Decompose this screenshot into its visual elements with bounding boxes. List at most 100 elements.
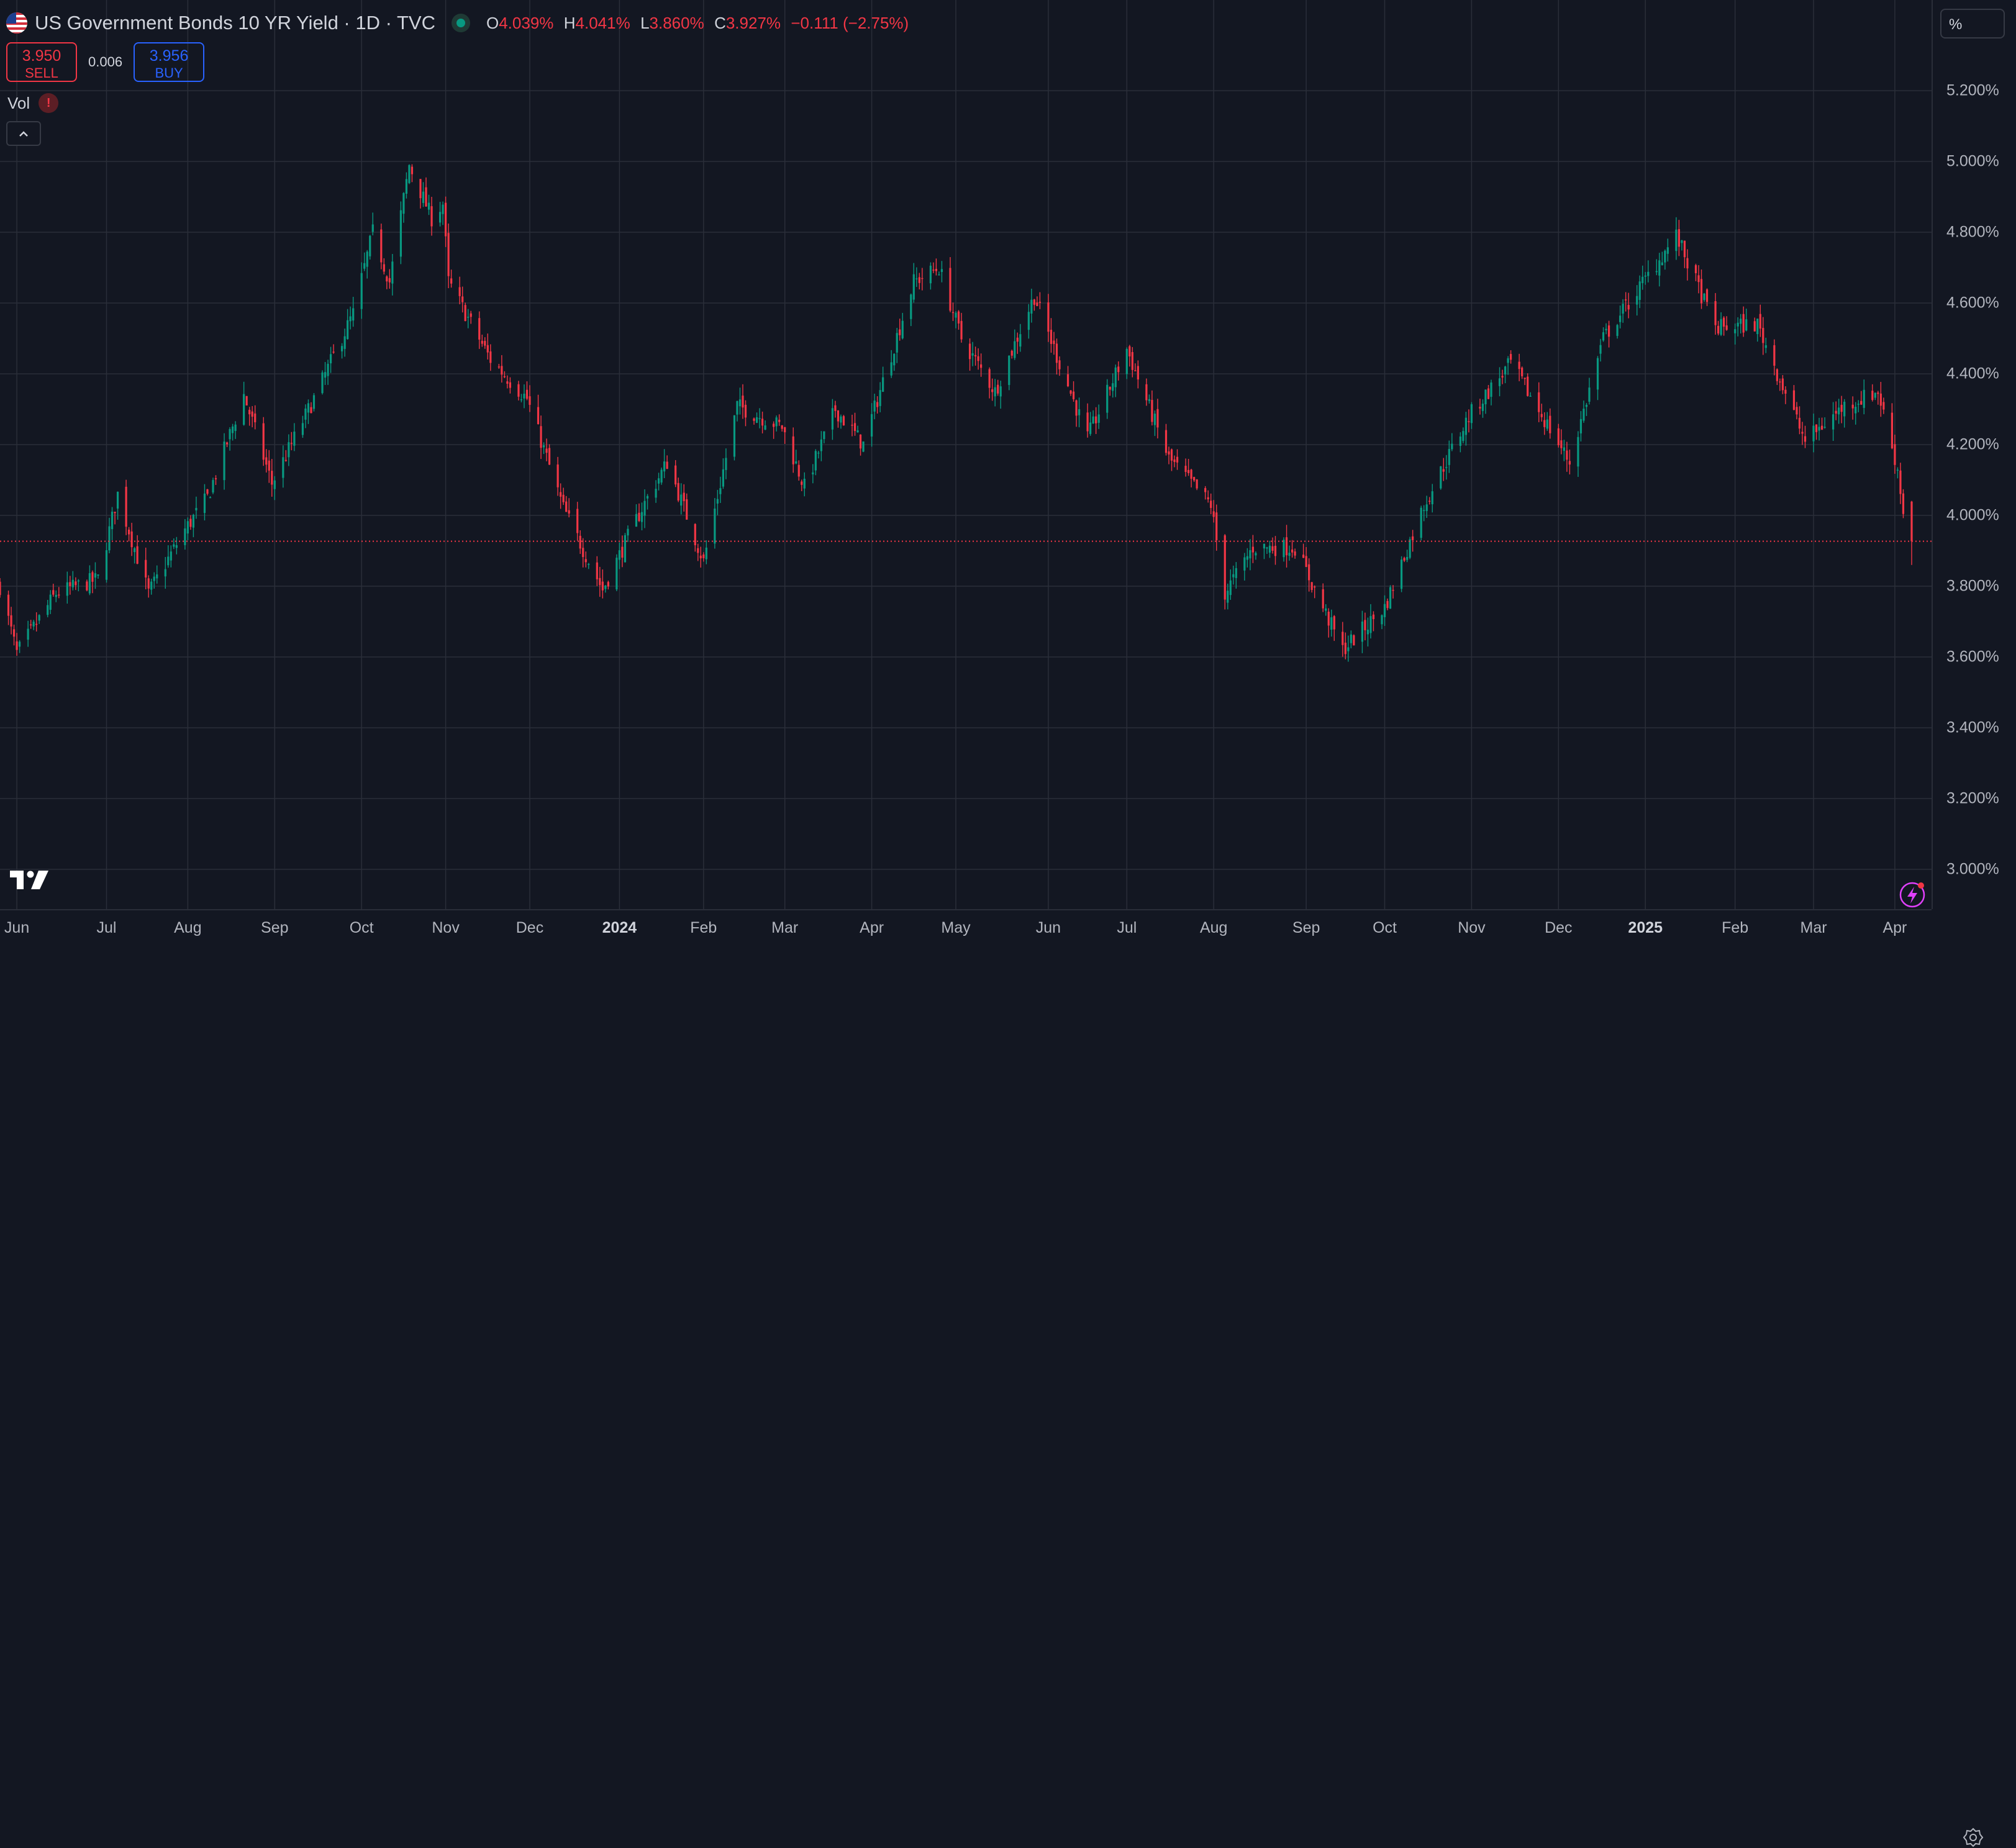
candle <box>968 338 971 371</box>
candle <box>1156 399 1159 438</box>
candle <box>1840 396 1843 424</box>
price-axis[interactable]: % 5.200% 5.000% 4.800% 4.600% 4.400% 4.200% 4.… <box>1932 0 2016 909</box>
symbol-title[interactable]: US Government Bonds 10 YR Yield · 1D · T… <box>35 12 435 34</box>
lightning-icon[interactable] <box>1898 881 1927 909</box>
candle <box>1190 468 1192 487</box>
candle <box>1347 635 1350 662</box>
candle <box>744 400 747 427</box>
candle <box>1540 404 1543 422</box>
candle <box>915 267 918 288</box>
unit-selector[interactable]: % <box>1940 9 2005 38</box>
buy-button[interactable]: 3.956 BUY <box>134 42 205 82</box>
candle <box>1882 397 1885 414</box>
candle <box>820 431 822 461</box>
candle <box>506 375 509 389</box>
candle <box>18 640 21 653</box>
candle <box>957 310 960 330</box>
candle <box>980 353 983 377</box>
time-tick-label: Oct <box>1373 919 1397 936</box>
chart-area[interactable]: US Government Bonds 10 YR Yield · 1D · T… <box>0 0 1932 909</box>
candle <box>307 399 310 424</box>
candle <box>1891 403 1894 450</box>
candle <box>949 257 951 312</box>
candle <box>797 460 800 481</box>
time-tick-label: Jul <box>1117 919 1137 936</box>
candle <box>523 384 525 409</box>
collapse-legend-button[interactable] <box>6 121 41 146</box>
candle <box>1602 327 1605 342</box>
candle <box>1294 548 1296 559</box>
candle <box>935 258 938 276</box>
candle <box>1644 271 1646 285</box>
candle <box>1019 324 1022 352</box>
low-value: 3.860% <box>649 14 704 32</box>
candle <box>621 535 624 568</box>
candle <box>1479 399 1481 415</box>
candle <box>773 421 775 439</box>
candle <box>694 523 696 552</box>
candle <box>402 192 405 223</box>
candle <box>282 445 284 488</box>
candle <box>576 502 579 541</box>
candle <box>778 414 781 426</box>
candle <box>1285 525 1288 568</box>
candle <box>960 312 963 343</box>
candle <box>293 423 296 451</box>
candle <box>1097 404 1100 429</box>
candle <box>75 577 77 591</box>
candle <box>1055 338 1058 375</box>
status-dot-icon[interactable] <box>451 14 470 32</box>
candle <box>1089 412 1092 436</box>
candle <box>1151 390 1153 426</box>
price-chart[interactable] <box>0 0 1932 909</box>
candle <box>1823 417 1826 429</box>
candle <box>781 425 783 432</box>
tradingview-logo-icon[interactable] <box>10 871 48 892</box>
candle <box>1215 504 1218 551</box>
candle <box>1131 346 1133 378</box>
candle <box>548 444 551 465</box>
candle <box>341 343 343 359</box>
volume-indicator[interactable]: Vol ! <box>7 93 59 113</box>
warning-icon[interactable]: ! <box>39 93 59 113</box>
time-tick-label: Sep <box>261 919 289 936</box>
buy-label: BUY <box>155 65 183 81</box>
candle <box>520 394 523 402</box>
candle <box>1423 505 1425 522</box>
candle <box>1798 406 1801 435</box>
time-tick-label: 2024 <box>602 919 637 936</box>
candle <box>12 624 16 646</box>
candle <box>1717 320 1720 336</box>
candle <box>405 172 408 199</box>
sell-button[interactable]: 3.950 SELL <box>6 42 77 82</box>
candle <box>604 585 607 593</box>
candle <box>329 346 332 373</box>
candle <box>467 309 470 328</box>
candle <box>971 342 974 366</box>
candle <box>1266 546 1268 555</box>
candle <box>371 212 374 235</box>
time-tick-label: Aug <box>174 919 202 936</box>
candle <box>1776 368 1778 385</box>
candle <box>1607 320 1610 348</box>
candle <box>229 427 231 451</box>
candle <box>1027 304 1030 339</box>
candle <box>1464 412 1468 446</box>
candle <box>343 328 346 357</box>
candle <box>683 484 685 512</box>
candle <box>427 194 430 215</box>
candle <box>1333 615 1335 641</box>
candle <box>1661 251 1663 266</box>
settings-icon[interactable] <box>1963 1827 1984 1848</box>
candle <box>1344 632 1346 659</box>
candle <box>859 434 862 456</box>
candle <box>1666 238 1669 262</box>
candle <box>582 538 584 568</box>
candle <box>834 401 837 418</box>
candle <box>408 164 411 184</box>
candle <box>1582 401 1585 423</box>
candle <box>517 381 520 401</box>
candle <box>951 302 955 321</box>
candle <box>775 415 778 432</box>
time-axis[interactable]: Jun Jul Aug Sep Oct Nov Dec 2024 Feb Mar Apr May Jun… <box>0 909 1984 1847</box>
